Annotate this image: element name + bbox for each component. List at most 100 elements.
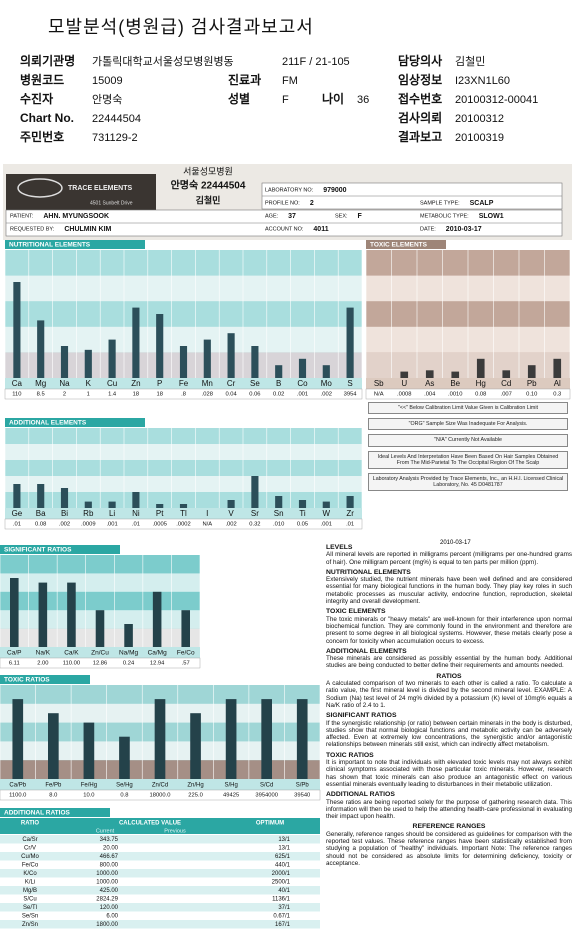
ratio-optimum: 1136/1	[272, 897, 291, 903]
column-value: 0.08	[475, 392, 486, 398]
column-value: 0.10	[526, 392, 537, 398]
column-label: Co	[297, 379, 308, 388]
logo-box	[6, 174, 156, 210]
lab-field-value: SCALP	[470, 200, 494, 207]
ratio-current: 2824.29	[96, 897, 118, 903]
section-body: Extensively studied, the nutrient minera…	[326, 576, 572, 606]
column-label: P	[157, 379, 162, 388]
panel-title: SIGNIFICANT RATIOS	[4, 547, 72, 554]
column-value: .001	[297, 392, 308, 398]
ratio-optimum: 37/1	[278, 905, 290, 911]
column-label: Na	[59, 379, 70, 388]
panel-title-bar	[5, 240, 145, 249]
lab-field-label: PATIENT:	[10, 213, 34, 219]
column-value: .002	[59, 522, 70, 528]
column-label: V	[228, 509, 234, 518]
bar	[48, 713, 59, 779]
panel-title-bar	[5, 418, 145, 427]
info-label: 주민번호	[20, 129, 64, 144]
value-row	[0, 657, 201, 669]
chart-band	[0, 555, 200, 574]
info-value: 22444504	[92, 113, 141, 125]
panel-title: ADDITIONAL RATIOS	[4, 810, 71, 817]
table-header: CALCULATED VALUE	[119, 821, 181, 827]
bar	[108, 339, 116, 378]
bar	[322, 501, 330, 508]
bar	[502, 370, 511, 378]
label-row	[0, 647, 200, 658]
bar	[251, 346, 259, 378]
column-label: Zn	[131, 379, 140, 388]
info-label: 수진자	[20, 91, 53, 106]
section-heading: NUTRITIONAL ELEMENTS	[326, 568, 411, 576]
column-value: 0.8	[120, 793, 128, 799]
column-label: S	[347, 379, 352, 388]
column-value: .0010	[448, 392, 463, 398]
info-value: FM	[282, 75, 298, 87]
bar	[12, 699, 24, 779]
column-label: Zn/Cd	[152, 783, 168, 789]
ratio-optimum: 40/1	[278, 888, 290, 894]
column-value: .028	[202, 392, 213, 398]
ratio-optimum: 167/1	[275, 922, 291, 928]
bar	[225, 699, 237, 779]
column-label: Na/Mg	[119, 650, 139, 657]
table-row	[0, 911, 320, 920]
lab-field-value: AHN. MYUNGSOOK	[43, 213, 109, 220]
panel-title: ADDITIONAL ELEMENTS	[9, 420, 87, 427]
legend-item: Laboratory Analysis Provided by Trace El…	[368, 473, 568, 492]
bar	[275, 496, 283, 508]
bar	[13, 282, 21, 378]
info-value: F	[282, 94, 289, 106]
info-value: 15009	[92, 75, 123, 87]
panel-title-bar	[0, 545, 120, 554]
table-row	[0, 843, 320, 852]
table-header: OPTIMUM	[256, 821, 284, 827]
column-label: Se	[250, 379, 260, 388]
bar	[203, 339, 211, 378]
section-heading: ADDITIONAL RATIOS	[326, 791, 395, 799]
bar	[83, 722, 95, 779]
info-value: 김철민	[455, 55, 485, 68]
column-value: 18	[133, 392, 139, 398]
bar	[261, 699, 272, 779]
info-label: 임상정보	[398, 72, 442, 87]
text-panel: LEVELS All mineral levels are reported in…	[326, 541, 572, 927]
column-label: Ca	[12, 379, 23, 388]
column-label: W	[323, 509, 331, 518]
column-label: Fe/Pb	[45, 783, 62, 789]
info-label: 결과보고	[398, 129, 442, 144]
bar	[190, 713, 201, 779]
info-label: 나이	[322, 91, 344, 106]
value-row	[0, 789, 321, 801]
ratio-name: Ca/Sr	[22, 837, 37, 843]
ratio-name: S/Cu	[23, 897, 36, 903]
column-label: Sr	[251, 509, 259, 518]
hospital: 서울성모병원	[183, 166, 233, 176]
column-value: 0.04	[225, 392, 237, 398]
chart-band	[0, 685, 320, 704]
bar	[60, 346, 69, 378]
lab-field-label: REQUESTED BY:	[10, 226, 55, 232]
bar	[251, 476, 259, 508]
ratio-current: 1800.00	[96, 922, 118, 928]
ratio-name: K/Co	[23, 871, 37, 877]
section-heading: REFERENCE RANGES	[412, 823, 486, 831]
table-row	[0, 852, 320, 861]
lab-field-label: AGE:	[265, 213, 279, 219]
column-value: 0.06	[249, 392, 260, 398]
column-label: S/Hg	[224, 783, 237, 789]
column-value: 1100.0	[9, 793, 26, 799]
column-value: 49425	[223, 793, 239, 799]
info-label: 검사의뢰	[398, 110, 442, 125]
chart-band	[0, 591, 200, 611]
column-value: 1	[87, 392, 90, 398]
column-label: Pt	[156, 509, 164, 518]
column-value: .01	[132, 522, 140, 528]
ratio-name: Zn/Sn	[22, 922, 38, 928]
patient-line: 안명숙 22444504	[171, 179, 246, 192]
chart-band	[5, 301, 362, 327]
lab-field-value: SLOW1	[479, 213, 504, 220]
section-body: Generally, reference ranges should be co…	[326, 830, 572, 867]
